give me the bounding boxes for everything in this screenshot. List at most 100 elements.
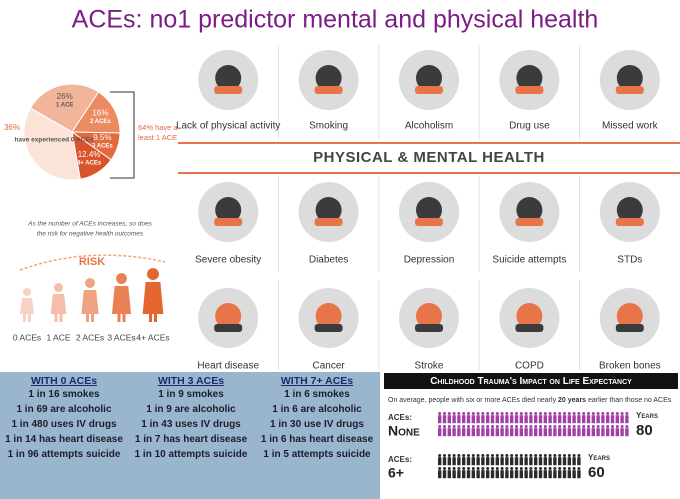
- health-caption: Broken bones: [599, 361, 661, 372]
- person-icon: [471, 470, 475, 479]
- person-icon: [515, 467, 518, 470]
- person-icon: [467, 454, 470, 457]
- icon-shape: [314, 86, 343, 94]
- years-label: Years: [636, 411, 658, 420]
- person-icon: [452, 454, 456, 457]
- person-icon: [514, 415, 519, 424]
- le-subtitle-part: 20 years: [558, 397, 586, 404]
- risk-figure: [20, 298, 34, 322]
- person-icon: [505, 415, 509, 424]
- health-caption: COPD: [515, 361, 544, 372]
- person-icon: [534, 470, 538, 479]
- person-icon: [524, 425, 528, 428]
- health-caption: Depression: [404, 255, 455, 266]
- person-icon: [505, 457, 509, 466]
- person-icon: [490, 470, 495, 479]
- person-icon: [495, 457, 499, 466]
- person-icon: [467, 412, 470, 415]
- person-icon: [615, 412, 619, 415]
- person-icon: [519, 467, 523, 470]
- person-icon: [620, 428, 624, 437]
- person-icon: [548, 412, 552, 415]
- person-icon: [447, 467, 451, 470]
- table-header: WITH 0 ACEs: [30, 375, 98, 387]
- icon-shape: [415, 86, 443, 94]
- person-icon: [457, 457, 461, 466]
- person-icon: [567, 412, 571, 415]
- person-icon: [467, 467, 470, 470]
- health-caption: Severe obesity: [195, 255, 261, 266]
- person-icon: [591, 412, 595, 415]
- person-icon: [510, 415, 514, 424]
- person-icon: [471, 454, 475, 457]
- person-icon: [510, 467, 514, 470]
- person-icon: [587, 412, 590, 415]
- person-icon: [476, 412, 480, 415]
- person-icon: [601, 425, 605, 428]
- person-icon: [481, 412, 485, 415]
- person-icon: [596, 428, 600, 437]
- health-caption: Alcoholism: [405, 121, 453, 132]
- icon-shape: [214, 86, 243, 94]
- person-icon: [543, 467, 547, 470]
- risk-arrow: [19, 254, 166, 271]
- ace-table: WITH 0 ACEs WITH 3 ACEs WITH 7+ ACEs 1 in 1…: [0, 372, 380, 499]
- person-icon: [491, 425, 494, 428]
- person-icon: [567, 428, 571, 437]
- risk-group: 2 ACEs: [76, 332, 104, 342]
- person-icon: [563, 412, 566, 415]
- person-icon: [481, 454, 485, 457]
- person-icon: [553, 470, 557, 479]
- pie-slice: [23, 107, 81, 181]
- person-icon: [500, 467, 504, 470]
- person-icon: [515, 412, 518, 415]
- person-icon: [534, 412, 538, 415]
- person-icon: [486, 428, 490, 437]
- person-icon: [524, 467, 528, 470]
- person-icon: [438, 412, 442, 415]
- person-icon: [543, 425, 547, 428]
- table-cell: 1 in 480 uses IV drugs: [11, 419, 117, 430]
- icon-shape: [416, 303, 442, 329]
- person-icon: [452, 412, 456, 415]
- value-label: 26%: [57, 92, 73, 101]
- person-icon: [548, 457, 552, 466]
- person-icon: [524, 415, 528, 424]
- table-cell: 1 in 14 has heart disease: [5, 434, 123, 445]
- icon-shape: [415, 324, 443, 332]
- person-icon: [606, 415, 610, 424]
- person-icon: [553, 454, 557, 457]
- person-icon: [524, 428, 528, 437]
- person-icon: [534, 467, 538, 470]
- person-icon: [462, 415, 466, 424]
- person-icon: [462, 454, 466, 457]
- aces-label: ACEs:: [388, 455, 412, 464]
- person-icon: [447, 457, 451, 466]
- person-icon: [563, 454, 566, 457]
- person-icon: [539, 454, 542, 457]
- icon-shape: [215, 303, 242, 329]
- icon-shape: [215, 197, 242, 223]
- person-icon: [519, 428, 523, 437]
- person-icon: [539, 467, 542, 470]
- aces-value: None: [388, 423, 420, 439]
- annotation-line: least 1 ACE: [138, 133, 177, 142]
- icon-shape: [516, 303, 543, 329]
- person-icon: [582, 428, 586, 437]
- person-icon: [519, 412, 523, 415]
- person-icon: [491, 467, 494, 470]
- person-icon: [539, 425, 542, 428]
- icon-shape: [615, 324, 644, 332]
- person-icon: [562, 457, 567, 466]
- icon-shape: [515, 86, 544, 94]
- risk-figure: [142, 282, 164, 322]
- person-icon: [438, 425, 442, 428]
- icon-shape: [616, 303, 643, 329]
- aces-label: ACEs:: [388, 413, 412, 422]
- person-icon: [447, 454, 451, 457]
- risk-group: 1 ACE: [46, 332, 70, 342]
- person-icon: [586, 415, 591, 424]
- person-icon: [495, 428, 499, 437]
- icon-shape: [616, 65, 643, 91]
- person-icon: [471, 457, 475, 466]
